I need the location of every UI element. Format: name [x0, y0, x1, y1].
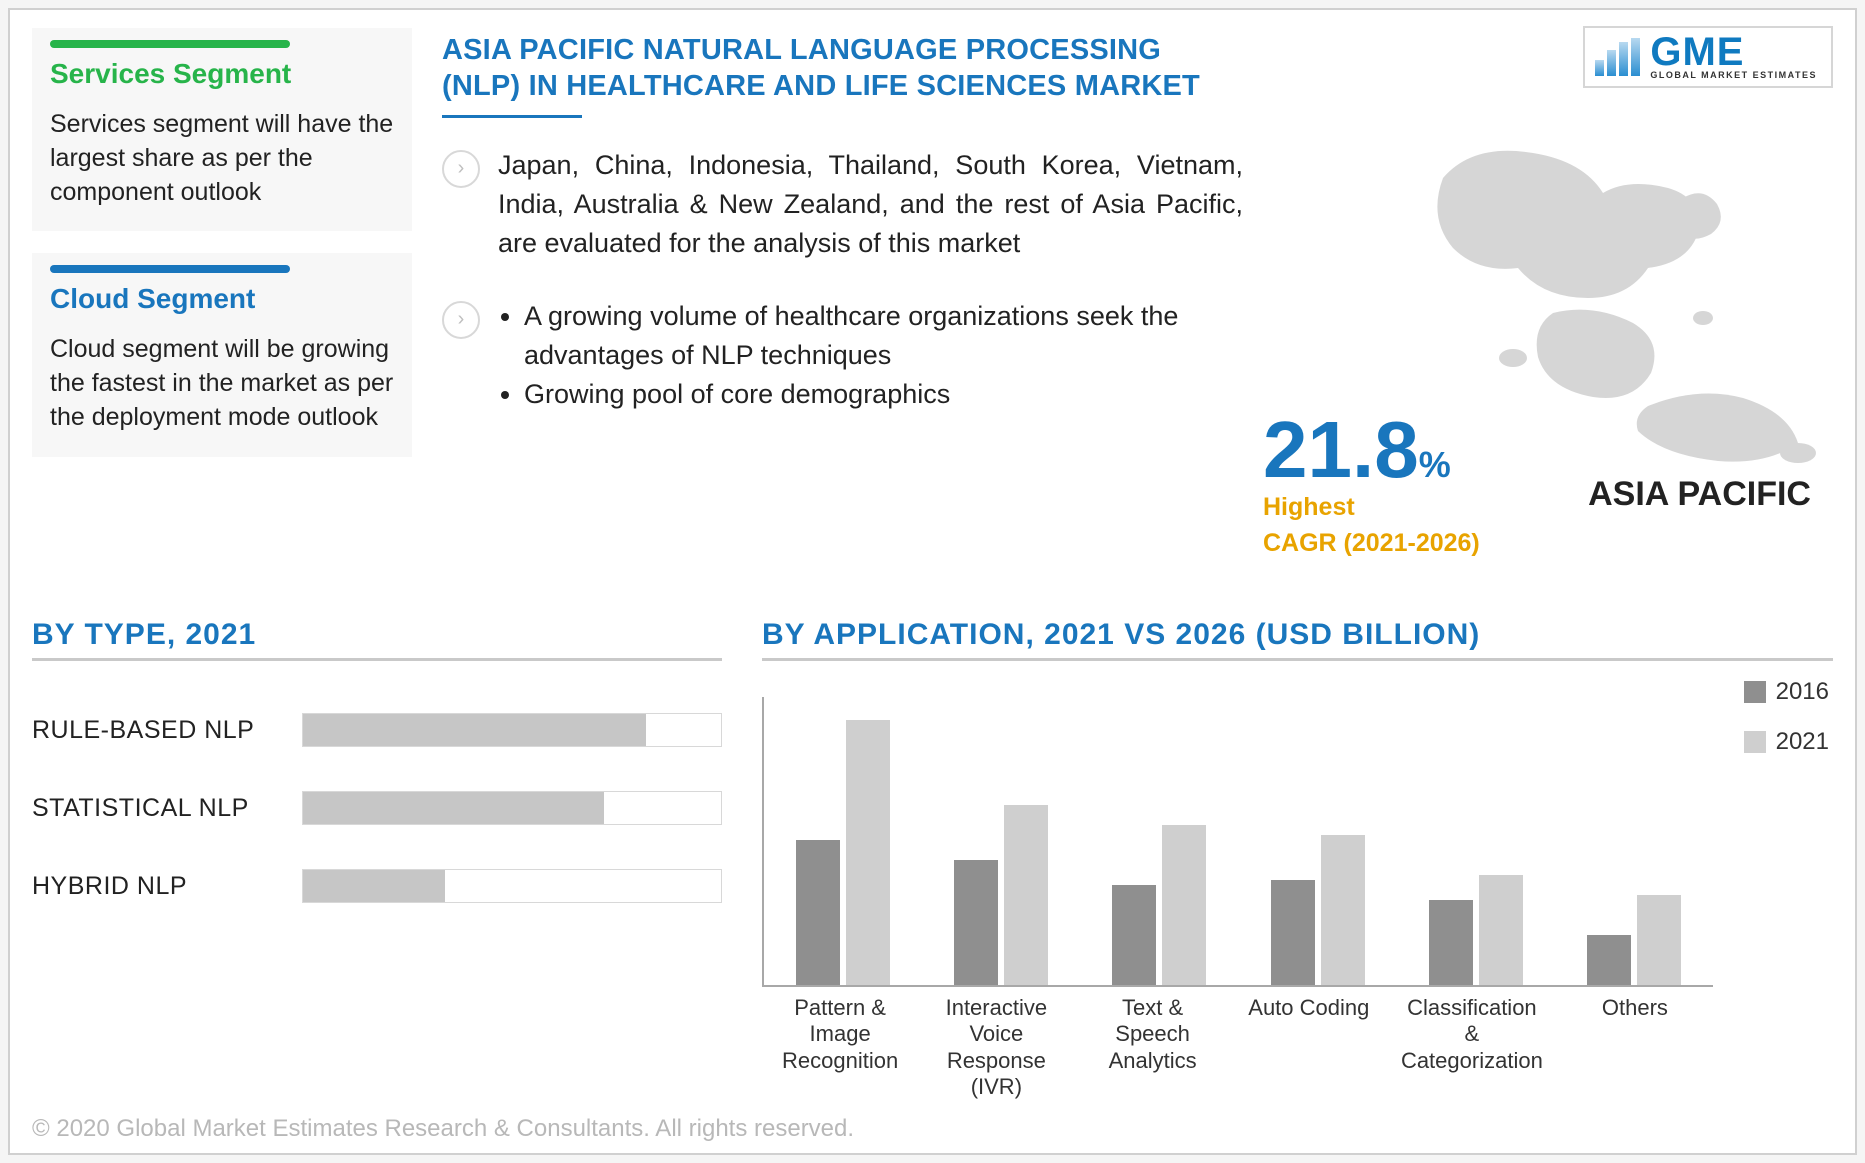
app-legend: 2016 2021 [1744, 678, 1829, 778]
bar-group [1253, 835, 1383, 985]
segments-column: Services Segment Services segment will h… [32, 28, 412, 588]
bar-2016 [1429, 900, 1473, 985]
type-bar-track [302, 869, 722, 903]
title-underline [442, 115, 582, 118]
cloud-segment-title: Cloud Segment [50, 283, 394, 315]
cloud-segment-card: Cloud Segment Cloud segment will be grow… [32, 253, 412, 456]
x-axis-label: Classification & Categorization [1401, 995, 1543, 1101]
services-segment-card: Services Segment Services segment will h… [32, 28, 412, 231]
legend-label: 2021 [1776, 728, 1829, 756]
app-chart-area [762, 697, 1713, 987]
x-axis-label: Auto Coding [1245, 995, 1373, 1101]
bar-2016 [796, 840, 840, 985]
region-row: › Japan, China, Indonesia, Thailand, Sou… [442, 146, 1243, 263]
x-axis-label: Text & Speech Analytics [1088, 995, 1216, 1101]
cagr-value: 21.8 [1263, 405, 1419, 494]
bar-2021 [1004, 805, 1048, 985]
bar-2021 [1162, 825, 1206, 985]
logo-bars-icon [1595, 38, 1640, 76]
type-bar-fill [303, 870, 445, 902]
type-bars: RULE-BASED NLP STATISTICAL NLP HYBRID NLP [32, 713, 722, 903]
cagr-label-1: Highest [1263, 492, 1480, 522]
type-label: RULE-BASED NLP [32, 716, 282, 745]
bar-2021 [1637, 895, 1681, 985]
cagr-unit: % [1419, 444, 1451, 485]
legend-label: 2016 [1776, 678, 1829, 706]
logo-text: GME [1650, 34, 1817, 70]
legend-swatch [1744, 681, 1766, 703]
bar-2016 [1112, 885, 1156, 985]
type-bar-fill [303, 792, 604, 824]
right-column: GME GLOBAL MARKET ESTIMATES [1273, 28, 1833, 588]
type-row: STATISTICAL NLP [32, 791, 722, 825]
x-axis-label: Others [1571, 995, 1699, 1101]
services-accent-bar [50, 40, 290, 48]
type-row: RULE-BASED NLP [32, 713, 722, 747]
by-application-title: BY APPLICATION, 2021 VS 2026 (USD BILLIO… [762, 618, 1833, 661]
type-label: STATISTICAL NLP [32, 794, 282, 823]
driver-bullet: A growing volume of healthcare organizat… [524, 297, 1243, 375]
bar-group [1411, 875, 1541, 985]
services-segment-title: Services Segment [50, 58, 394, 90]
infographic-frame: Services Segment Services segment will h… [8, 8, 1857, 1155]
bar-2016 [1587, 935, 1631, 985]
region-list-text: Japan, China, Indonesia, Thailand, South… [498, 146, 1243, 263]
cagr-label-2: CAGR (2021-2026) [1263, 528, 1480, 558]
legend-item: 2021 [1744, 728, 1829, 756]
cagr-block: 21.8% Highest CAGR (2021-2026) [1263, 414, 1480, 558]
legend-item: 2016 [1744, 678, 1829, 706]
bar-group [1569, 895, 1699, 985]
arrow-right-icon: › [442, 301, 480, 339]
bar-2021 [1479, 875, 1523, 985]
main-title: ASIA PACIFIC NATURAL LANGUAGE PROCESSING… [442, 32, 1243, 105]
cloud-segment-body: Cloud segment will be growing the fastes… [50, 333, 394, 434]
bar-group [778, 720, 908, 985]
x-axis-label: Pattern & Image Recognition [776, 995, 904, 1101]
type-bar-track [302, 713, 722, 747]
type-bar-track [302, 791, 722, 825]
by-type-section: BY TYPE, 2021 RULE-BASED NLP STATISTICAL … [32, 618, 722, 1088]
gme-logo: GME GLOBAL MARKET ESTIMATES [1583, 26, 1833, 88]
bar-2021 [1321, 835, 1365, 985]
legend-swatch [1744, 731, 1766, 753]
drivers-row: › A growing volume of healthcare organiz… [442, 297, 1243, 414]
copyright-text: © 2020 Global Market Estimates Research … [32, 1115, 854, 1143]
cloud-accent-bar [50, 265, 290, 273]
bar-2021 [846, 720, 890, 985]
arrow-right-icon: › [442, 150, 480, 188]
type-label: HYBRID NLP [32, 872, 282, 901]
x-axis-label: Interactive Voice Response (IVR) [932, 995, 1060, 1101]
type-row: HYBRID NLP [32, 869, 722, 903]
map-label: ASIA PACIFIC [1588, 475, 1811, 514]
bar-2016 [1271, 880, 1315, 985]
driver-bullet: Growing pool of core demographics [524, 375, 1243, 414]
by-type-title: BY TYPE, 2021 [32, 618, 722, 661]
app-x-labels: Pattern & Image Recognition Interactive V… [762, 987, 1713, 1101]
by-application-section: BY APPLICATION, 2021 VS 2026 (USD BILLIO… [762, 618, 1833, 1088]
top-row: Services Segment Services segment will h… [32, 28, 1833, 588]
drivers-list: A growing volume of healthcare organizat… [498, 297, 1243, 414]
bottom-row: BY TYPE, 2021 RULE-BASED NLP STATISTICAL … [32, 618, 1833, 1088]
center-column: ASIA PACIFIC NATURAL LANGUAGE PROCESSING… [432, 28, 1253, 588]
type-bar-fill [303, 714, 646, 746]
logo-subtext: GLOBAL MARKET ESTIMATES [1650, 70, 1817, 80]
bar-group [936, 805, 1066, 985]
services-segment-body: Services segment will have the largest s… [50, 108, 394, 209]
bar-group [1094, 825, 1224, 985]
bar-2016 [954, 860, 998, 985]
